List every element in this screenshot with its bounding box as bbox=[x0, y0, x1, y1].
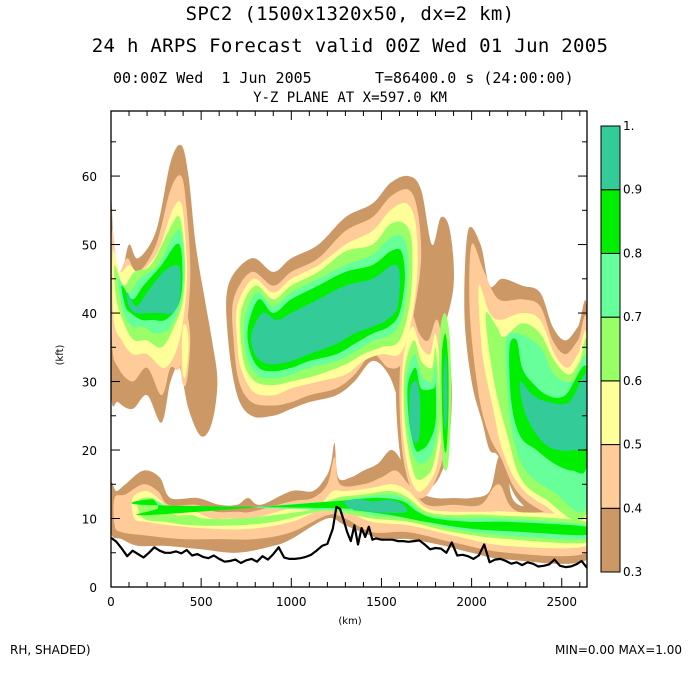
colorbar-label: 0.9 bbox=[623, 183, 642, 197]
rh-region-small-left-cell-0.5 bbox=[181, 324, 189, 379]
colorbar-swatch-0.8 bbox=[600, 189, 621, 254]
colorbar-swatch-0.7 bbox=[600, 252, 621, 318]
colorbar-swatch-0.5 bbox=[600, 380, 621, 446]
colorbar-swatch-0.4 bbox=[600, 444, 621, 509]
subtitle-valid-time: 00:00Z Wed 1 Jun 2005 bbox=[113, 69, 312, 87]
y-axis: 0 10 20 30 40 50 60 bbox=[82, 141, 587, 595]
colorbar-label: 0.3 bbox=[623, 565, 642, 579]
y-tick-label: 20 bbox=[82, 444, 97, 458]
x-tick-label: 0 bbox=[107, 595, 115, 609]
plot-frame bbox=[110, 110, 588, 588]
rh-region-lower-band-0.9 bbox=[344, 499, 408, 513]
title-grid-info: SPC2 (1500x1320x50, dx=2 km) bbox=[185, 3, 515, 25]
colorbar-label: 1. bbox=[623, 119, 634, 133]
rh-region-middle-band-0.9 bbox=[251, 264, 400, 365]
y-tick-label: 60 bbox=[82, 170, 97, 184]
colorbar: 0.3 0.4 0.5 0.6 0.7 0.8 0.9 1. bbox=[600, 119, 642, 579]
colorbar-swatch-0.9 bbox=[600, 125, 621, 191]
subtitle-model-seconds: T=86400.0 s (24:00:00) bbox=[375, 69, 574, 87]
x-tick-label: 2000 bbox=[456, 595, 487, 609]
colorbar-label: 0.5 bbox=[623, 438, 642, 452]
x-tick-label: 500 bbox=[190, 595, 213, 609]
subtitle-plane: Y-Z PLANE AT X=597.0 KM bbox=[253, 90, 447, 106]
title-forecast-valid: 24 h ARPS Forecast valid 00Z Wed 01 Jun … bbox=[91, 35, 609, 57]
x-tick-label: 1500 bbox=[366, 595, 397, 609]
shaded-field bbox=[111, 144, 587, 564]
rh-region-lower-band-0.8 bbox=[131, 497, 587, 536]
footer-variable-label: RH, SHADED) bbox=[10, 643, 91, 657]
colorbar-label: 0.8 bbox=[623, 246, 642, 260]
colorbar-swatch-0.6 bbox=[600, 316, 621, 382]
colorbar-swatch-0.3 bbox=[600, 507, 621, 573]
x-tick-label: 2500 bbox=[546, 595, 577, 609]
colorbar-label: 0.6 bbox=[623, 374, 642, 388]
rh-region-upper-left-plume-0.9 bbox=[126, 265, 181, 315]
terrain-line-group bbox=[111, 505, 587, 569]
y-tick-label: 0 bbox=[89, 581, 97, 595]
y-tick-label: 40 bbox=[82, 307, 97, 321]
x-axis-label: (km) bbox=[338, 616, 361, 627]
y-tick-label: 10 bbox=[82, 513, 97, 527]
rh-region-narrow-column-0.9 bbox=[443, 354, 448, 430]
terrain-line bbox=[111, 505, 587, 569]
footer-min-max: MIN=0.00 MAX=1.00 bbox=[554, 643, 682, 657]
x-tick-label: 1000 bbox=[276, 595, 307, 609]
y-tick-label: 50 bbox=[82, 239, 97, 253]
rh-region-center-column-0.9 bbox=[409, 380, 421, 444]
x-axis: 0 500 1000 1500 2000 2500 bbox=[107, 111, 581, 609]
rh-region-right-plume-0.9 bbox=[519, 373, 587, 451]
colorbar-label: 0.7 bbox=[623, 310, 642, 324]
colorbar-label: 0.4 bbox=[623, 501, 642, 515]
y-axis-label: (kft) bbox=[55, 344, 66, 365]
y-tick-label: 30 bbox=[82, 376, 97, 390]
